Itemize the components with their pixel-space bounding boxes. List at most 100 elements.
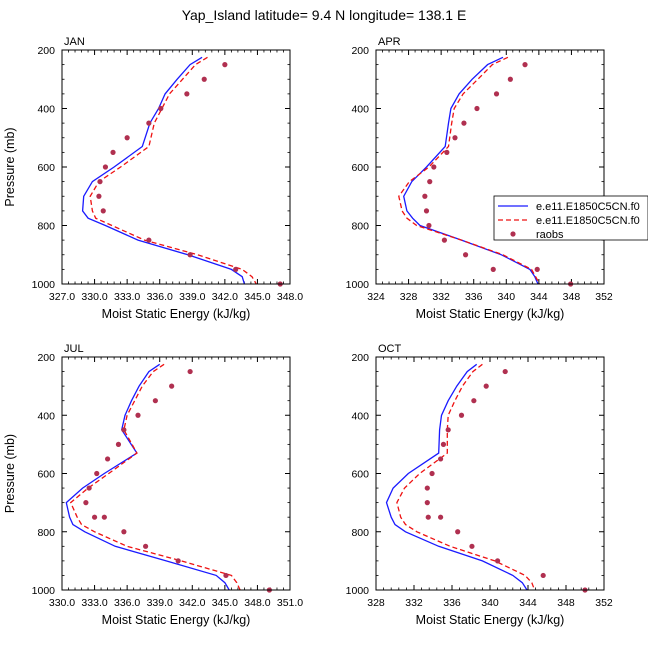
y-tick-label: 1000 xyxy=(346,279,370,291)
obs-point xyxy=(101,514,107,520)
obs-point xyxy=(427,179,433,185)
legend-entry: e.e11.E1850C5CN.f0 xyxy=(536,201,640,213)
obs-point xyxy=(91,514,98,520)
x-tick-label: 339.0 xyxy=(147,597,173,609)
obs-point xyxy=(97,179,103,185)
y-tick-label: 600 xyxy=(351,162,369,174)
obs-point xyxy=(100,208,106,214)
y-tick-label: 1000 xyxy=(346,585,370,597)
x-axis-label: Moist Static Energy (kJ/kg) xyxy=(102,307,251,321)
obs-point xyxy=(146,237,152,243)
obs-point xyxy=(438,456,444,462)
x-tick-label: 333.0 xyxy=(114,291,140,303)
obs-point xyxy=(490,266,496,272)
plot-frame xyxy=(61,49,291,285)
obs-point xyxy=(102,164,109,170)
obs-point xyxy=(187,252,193,258)
obs-point xyxy=(438,514,444,520)
obs-point xyxy=(540,572,546,579)
obs-point xyxy=(83,500,89,506)
obs-point xyxy=(461,120,467,126)
x-tick-label: 352 xyxy=(595,291,613,303)
obs-point xyxy=(441,237,447,243)
obs-point xyxy=(429,470,435,477)
obs-point xyxy=(455,529,461,535)
obs-point xyxy=(423,208,430,214)
panel-label: APR xyxy=(378,36,401,48)
obs-point xyxy=(121,529,127,535)
panel-jul: 330.0 333.0 336.0 339.0 342.0 345.0 348.0 351.0… xyxy=(3,343,303,627)
x-tick-label: 328 xyxy=(400,291,418,303)
legend: e.e11.E1850C5CN.f0 e.e11.E1850C5CN.f0 raob… xyxy=(493,195,648,241)
obs-point xyxy=(458,412,465,418)
y-axis-label: Pressure (mb) xyxy=(3,434,17,513)
x-tick-label: 340 xyxy=(481,597,499,609)
series-line-dashed xyxy=(89,56,257,284)
obs-point xyxy=(115,441,122,447)
obs-point xyxy=(222,62,228,68)
legend-box xyxy=(493,195,648,241)
obs-point xyxy=(143,543,149,549)
y-tick-label: 200 xyxy=(351,45,369,57)
panel-jan: 327.0 330.0 333.0 336.0 339.0 342.0 345.0 348.0… xyxy=(3,36,303,321)
panel-oct: 328 332 336 340 344 348 352 200 400 600 800 1000 OCT… xyxy=(346,343,613,627)
x-axis-label: Moist Static Energy (kJ/kg) xyxy=(102,613,251,627)
obs-point xyxy=(507,76,513,82)
x-tick-label: 332 xyxy=(405,597,423,609)
x-tick-label: 330.0 xyxy=(81,291,107,303)
obs-point xyxy=(146,120,152,126)
obs-point xyxy=(452,135,458,141)
series-line-solid xyxy=(65,363,230,590)
obs-point xyxy=(135,412,141,418)
x-tick-label: 348.0 xyxy=(244,597,270,609)
obs-point xyxy=(86,485,92,491)
x-tick-label: 352 xyxy=(595,597,613,609)
x-axis-label: Moist Static Energy (kJ/kg) xyxy=(416,307,565,321)
y-tick-label: 600 xyxy=(37,469,55,481)
y-tick-label: 1000 xyxy=(32,279,56,291)
obs-point xyxy=(105,456,111,462)
obs-point xyxy=(424,485,430,491)
x-tick-label: 342.0 xyxy=(179,597,205,609)
obs-point xyxy=(152,398,158,404)
obs-point xyxy=(187,368,193,375)
y-tick-label: 400 xyxy=(37,410,55,422)
y-tick-label: 800 xyxy=(37,221,55,233)
y-tick-label: 200 xyxy=(351,352,369,364)
obs-point xyxy=(462,252,469,258)
obs-point xyxy=(469,543,475,549)
obs-point xyxy=(96,193,102,199)
x-tick-label: 344 xyxy=(530,291,548,303)
obs-point xyxy=(495,558,501,564)
x-tick-label: 332 xyxy=(432,291,450,303)
y-tick-label: 600 xyxy=(37,162,55,174)
legend-entry: e.e11.E1850C5CN.f0 xyxy=(536,215,640,227)
obs-point xyxy=(425,514,431,520)
plot-frame xyxy=(375,356,605,591)
y-tick-label: 800 xyxy=(37,527,55,539)
y-axis-label: Pressure (mb) xyxy=(3,127,17,206)
obs-point xyxy=(422,193,428,199)
y-tick-label: 400 xyxy=(351,410,369,422)
x-tick-label: 336 xyxy=(443,597,461,609)
series-line-solid xyxy=(81,56,246,284)
plot-frame xyxy=(375,49,605,285)
x-tick-label: 333.0 xyxy=(81,597,107,609)
x-tick-label: 324 xyxy=(367,291,385,303)
obs-point xyxy=(169,383,175,389)
obs-point xyxy=(233,266,239,272)
obs-point xyxy=(201,76,207,82)
x-axis-label: Moist Static Energy (kJ/kg) xyxy=(416,613,565,627)
x-tick-label: 328 xyxy=(367,597,385,609)
y-tick-label: 400 xyxy=(351,104,369,116)
obs-point xyxy=(184,91,190,97)
obs-point xyxy=(223,572,229,579)
x-tick-label: 336 xyxy=(465,291,483,303)
plot-frame xyxy=(61,356,291,591)
panel-label: JUL xyxy=(64,343,84,355)
legend-entry: raobs xyxy=(536,229,564,241)
x-tick-label: 340 xyxy=(498,291,516,303)
x-tick-label: 348.0 xyxy=(277,291,303,303)
x-tick-label: 336.0 xyxy=(147,291,173,303)
y-tick-label: 400 xyxy=(37,104,55,116)
